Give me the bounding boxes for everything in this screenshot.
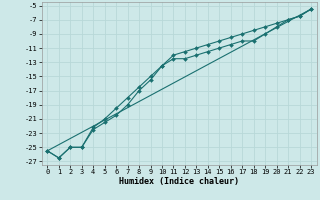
X-axis label: Humidex (Indice chaleur): Humidex (Indice chaleur) [119,177,239,186]
